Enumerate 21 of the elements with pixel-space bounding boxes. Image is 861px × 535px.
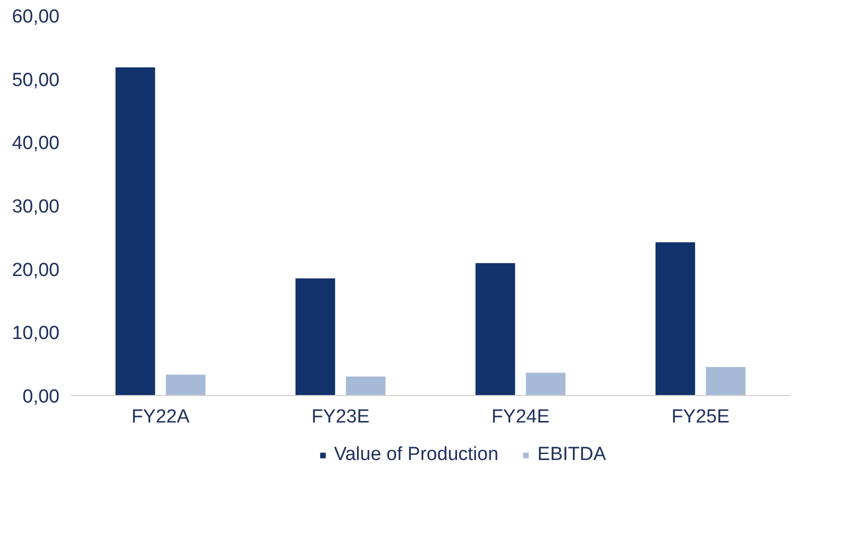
x-tick-label: FY23E bbox=[311, 406, 370, 428]
y-tick-label: 30,00 bbox=[12, 196, 60, 218]
bar bbox=[166, 374, 206, 396]
y-tick-label: 10,00 bbox=[12, 323, 60, 344]
bar bbox=[706, 367, 746, 396]
legend-label: EBITDA bbox=[537, 444, 606, 466]
y-tick-label: 0,00 bbox=[22, 386, 60, 408]
legend-label: Value of Production bbox=[334, 444, 498, 466]
y-tick-label: 50,00 bbox=[12, 70, 60, 91]
bar bbox=[346, 376, 386, 396]
y-tick-label: 60,00 bbox=[12, 6, 60, 28]
y-tick-label: 40,00 bbox=[12, 133, 60, 154]
bar bbox=[526, 372, 566, 396]
x-tick-label: FY24E bbox=[491, 406, 550, 428]
x-tick-label: FY22A bbox=[131, 406, 190, 428]
bar bbox=[296, 278, 336, 396]
y-tick-label: 20,00 bbox=[12, 260, 60, 281]
bar bbox=[116, 67, 156, 396]
bar bbox=[656, 242, 696, 396]
x-tick-label: FY25E bbox=[671, 406, 730, 428]
bar bbox=[476, 263, 516, 396]
